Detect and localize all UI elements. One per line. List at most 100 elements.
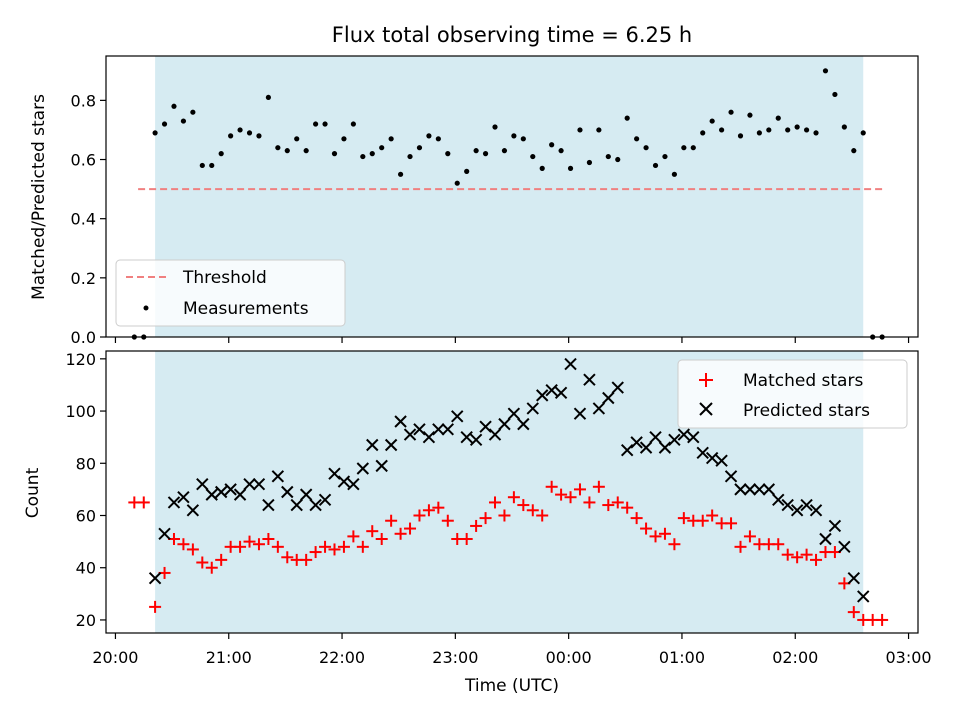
measurement-point — [246, 130, 253, 136]
matched-star-point — [149, 600, 162, 613]
measurement-point — [379, 145, 385, 151]
legend-threshold-label: Threshold — [182, 268, 267, 288]
measurement-point — [445, 151, 451, 157]
predicted-star-point — [611, 381, 624, 394]
measurement-point — [539, 165, 545, 171]
predicted-star-point — [422, 430, 436, 444]
legend-measurement-swatch — [143, 305, 149, 311]
matched-star-point — [196, 556, 209, 569]
predicted-star-point — [687, 430, 700, 444]
matched-star-point — [234, 540, 247, 553]
x-tick-label: 20:00 — [92, 648, 138, 667]
measurement-point — [567, 165, 574, 171]
measurement-point — [756, 130, 762, 136]
measurement-point — [360, 153, 366, 160]
predicted-star-point — [705, 451, 719, 465]
bottom-panel-frame — [105, 350, 919, 634]
predicted-star-point — [498, 417, 511, 431]
predicted-star-point — [224, 483, 237, 496]
matched-star-point — [356, 540, 369, 553]
measurement-point — [190, 109, 196, 115]
measurement-point — [851, 148, 857, 154]
measurement-point — [275, 145, 281, 151]
y-tick-label: 120 — [65, 350, 96, 369]
legend-predicted-label: Predicted stars — [743, 401, 870, 421]
measurement-point — [530, 153, 536, 160]
predicted-star-point — [847, 571, 861, 585]
predicted-star-point — [318, 493, 332, 507]
matched-star-point — [441, 514, 454, 527]
predicted-star-point — [488, 428, 502, 441]
matched-star-point — [602, 499, 615, 512]
matched-star-point — [611, 496, 624, 509]
predicted-star-point — [620, 444, 634, 457]
measurement-point — [303, 148, 309, 154]
y-tick-label: 100 — [65, 402, 96, 421]
x-tick-label: 23:00 — [432, 648, 478, 667]
measurement-point — [634, 136, 640, 142]
top-legend: Threshold Measurements — [115, 259, 346, 327]
predicted-star-point — [554, 386, 568, 399]
predicted-star-point — [772, 493, 785, 507]
measurement-point — [794, 124, 800, 130]
predicted-star-point — [460, 430, 473, 444]
measurement-point — [662, 153, 668, 160]
predicted-star-point — [469, 433, 483, 446]
matched-star-point — [422, 504, 435, 517]
predicted-star-point — [838, 540, 851, 554]
predicted-star-point — [809, 504, 823, 517]
measurement-point — [407, 153, 413, 160]
matched-star-point — [791, 551, 804, 564]
measurement-point — [388, 136, 394, 142]
matched-star-point — [555, 488, 568, 501]
matched-star-point — [337, 540, 350, 553]
x-tick-label: 03:00 — [886, 648, 932, 667]
predicted-star-point — [649, 430, 662, 444]
measurement-point — [803, 127, 810, 133]
predicted-star-point — [394, 415, 407, 428]
predicted-star-point — [432, 423, 445, 436]
matched-star-point — [677, 512, 690, 525]
matched-star-point — [413, 509, 426, 522]
y-tick-label: 80 — [76, 454, 96, 473]
predicted-star-point — [781, 498, 794, 512]
matched-star-point — [385, 514, 398, 527]
y-tick-label: 20 — [76, 611, 96, 630]
matched-star-point — [489, 496, 502, 509]
predicted-star-point — [517, 417, 530, 431]
measurement-point — [180, 118, 187, 124]
matched-star-point — [640, 522, 653, 535]
matched-star-point — [262, 533, 275, 545]
matched-star-point — [328, 543, 341, 556]
matched-star-point — [564, 491, 577, 504]
matched-star-point — [177, 538, 190, 551]
matched-star-point — [658, 527, 671, 540]
matched-star-point — [630, 512, 643, 525]
predicted-star-point — [734, 483, 747, 496]
y-tick-label: 40 — [76, 559, 96, 578]
matched-star-point — [460, 533, 473, 545]
measurement-point — [586, 159, 593, 166]
x-tick-label: 01:00 — [659, 648, 705, 667]
predicted-star-point — [328, 467, 341, 480]
matched-star-point — [394, 527, 407, 540]
predicted-star-point — [177, 491, 190, 504]
predicted-star-point — [573, 407, 587, 420]
measurement-point — [228, 133, 234, 139]
measurement-point — [331, 151, 338, 157]
matched-star-point — [847, 606, 860, 619]
measurement-point — [350, 121, 356, 127]
matched-star-point — [205, 561, 218, 574]
predicted-star-point — [715, 454, 728, 467]
predicted-star-point — [384, 438, 398, 452]
measurement-point — [209, 162, 215, 169]
predicted-star-point — [658, 441, 672, 454]
measurement-point — [615, 156, 621, 163]
matched-star-point — [375, 533, 388, 545]
matched-star-point — [507, 491, 520, 504]
legend-matched-label: Matched stars — [743, 371, 863, 391]
matched-star-point — [243, 535, 256, 548]
predicted-star-point — [536, 389, 549, 402]
predicted-star-point — [564, 357, 577, 371]
predicted-star-point — [696, 446, 709, 460]
